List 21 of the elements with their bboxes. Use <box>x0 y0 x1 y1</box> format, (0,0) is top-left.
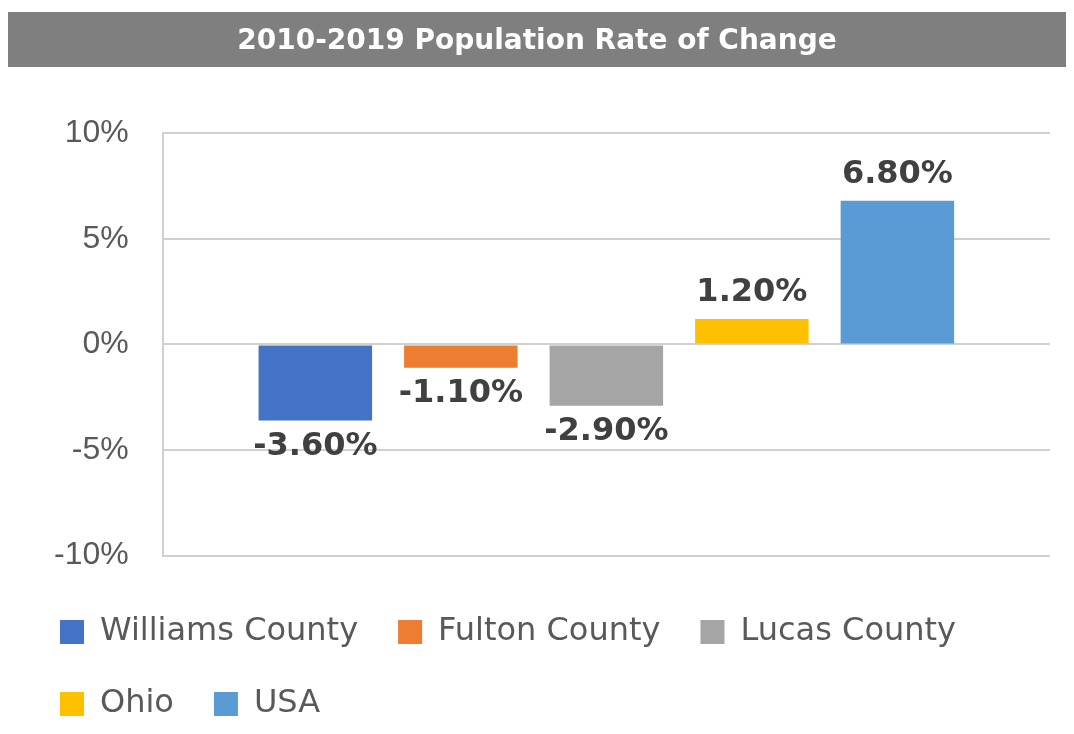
bar <box>549 345 664 406</box>
bar <box>695 319 809 344</box>
y-tick-label: 5% <box>82 218 129 255</box>
y-tick-label: -10% <box>54 535 129 572</box>
data-label: 6.80% <box>841 153 953 192</box>
legend-label: Lucas County <box>740 610 957 649</box>
chart-title: 2010-2019 Population Rate of Change <box>8 12 1066 67</box>
legend-label: USA <box>253 682 321 721</box>
y-tick-label: 10% <box>64 113 129 150</box>
legend-label: Williams County <box>100 610 359 649</box>
bar <box>258 345 373 421</box>
y-tick-label: 0% <box>82 324 129 361</box>
data-label: -2.90% <box>544 409 669 448</box>
bar <box>840 200 955 344</box>
legend-label: Ohio <box>100 682 174 721</box>
y-tick-label: -5% <box>71 429 129 466</box>
legend-label: Fulton County <box>438 610 661 649</box>
data-label: 1.20% <box>696 271 808 310</box>
bar <box>404 345 518 368</box>
data-label: -3.60% <box>253 424 378 463</box>
data-label: -1.10% <box>398 371 523 410</box>
